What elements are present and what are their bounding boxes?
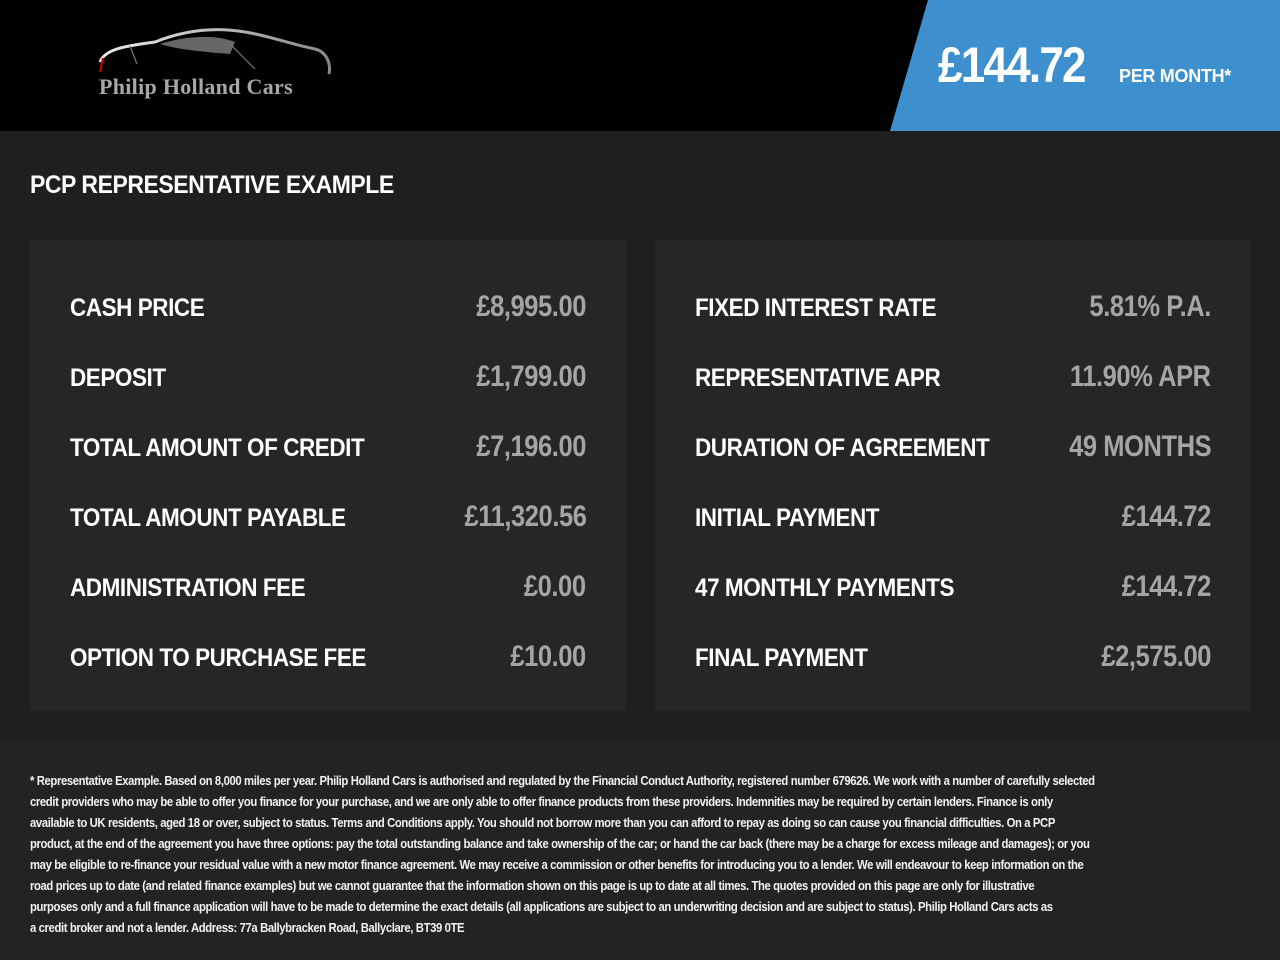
row-value: £144.72 bbox=[1121, 500, 1212, 533]
row-label: REPRESENTATIVE APR bbox=[695, 364, 941, 392]
finance-row: TOTAL AMOUNT PAYABLE £11,320.56 bbox=[70, 496, 586, 536]
row-label: INITIAL PAYMENT bbox=[695, 504, 880, 532]
right-panel: FIXED INTEREST RATE 5.81% P.A. REPRESENTAT… bbox=[655, 240, 1251, 711]
disclaimer-line: product, at the end of the agreement you… bbox=[30, 836, 1090, 851]
monthly-price-banner bbox=[890, 0, 1280, 131]
disclaimer-line: purposes only and a full finance applica… bbox=[30, 899, 1053, 914]
finance-example: PCP REPRESENTATIVE EXAMPLE CASH PRICE £8,… bbox=[0, 131, 1280, 740]
row-value: £0.00 bbox=[524, 570, 586, 603]
finance-row: 47 MONTHLY PAYMENTS £144.72 bbox=[695, 566, 1211, 606]
row-value: £1,799.00 bbox=[476, 360, 586, 393]
row-label: OPTION TO PURCHASE FEE bbox=[70, 644, 366, 672]
row-label: DURATION OF AGREEMENT bbox=[695, 434, 990, 462]
header: Philip Holland Cars £144.72 PER MONTH* bbox=[0, 0, 1280, 131]
row-label: TOTAL AMOUNT OF CREDIT bbox=[70, 434, 365, 462]
disclaimer-line: road prices up to date (and related fina… bbox=[30, 878, 1035, 893]
finance-row: TOTAL AMOUNT OF CREDIT £7,196.00 bbox=[70, 426, 586, 466]
monthly-price: £144.72 bbox=[938, 37, 1086, 93]
disclaimer-line: available to UK residents, aged 18 or ov… bbox=[30, 815, 1055, 830]
row-label: FINAL PAYMENT bbox=[695, 644, 868, 672]
finance-row: FINAL PAYMENT £2,575.00 bbox=[695, 636, 1211, 676]
row-label: FIXED INTEREST RATE bbox=[695, 294, 937, 322]
disclaimer: * Representative Example. Based on 8,000… bbox=[0, 740, 1280, 960]
row-label: TOTAL AMOUNT PAYABLE bbox=[70, 504, 346, 532]
row-label: CASH PRICE bbox=[70, 294, 205, 322]
row-value: £11,320.56 bbox=[464, 500, 586, 533]
per-month-label: PER MONTH* bbox=[1119, 66, 1232, 86]
row-label: ADMINISTRATION FEE bbox=[70, 574, 306, 602]
row-value: 49 MONTHS bbox=[1068, 430, 1212, 463]
row-value: £144.72 bbox=[1121, 570, 1212, 603]
finance-row: ADMINISTRATION FEE £0.00 bbox=[70, 566, 586, 606]
finance-row: OPTION TO PURCHASE FEE £10.00 bbox=[70, 636, 586, 676]
disclaimer-line: may be eligible to re-finance your resid… bbox=[30, 857, 1084, 872]
left-panel: CASH PRICE £8,995.00 DEPOSIT £1,799.00 TOTAL… bbox=[30, 240, 626, 711]
disclaimer-line: * Representative Example. Based on 8,000… bbox=[30, 773, 1095, 788]
row-label: 47 MONTHLY PAYMENTS bbox=[695, 574, 955, 602]
finance-row: DURATION OF AGREEMENT 49 MONTHS bbox=[695, 426, 1211, 466]
finance-row: FIXED INTEREST RATE 5.81% P.A. bbox=[695, 286, 1211, 326]
row-value: £7,196.00 bbox=[476, 430, 586, 463]
brand-name: Philip Holland Cars bbox=[99, 74, 293, 99]
row-value: 5.81% P.A. bbox=[1089, 290, 1212, 323]
row-value: 11.90% APR bbox=[1070, 360, 1211, 393]
section-title: PCP REPRESENTATIVE EXAMPLE bbox=[30, 171, 394, 199]
row-value: £2,575.00 bbox=[1101, 640, 1211, 673]
finance-row: REPRESENTATIVE APR 11.90% APR bbox=[695, 356, 1211, 396]
row-label: DEPOSIT bbox=[70, 364, 166, 392]
car-logo-icon bbox=[98, 28, 331, 75]
disclaimer-line: a credit broker and not a lender. Addres… bbox=[30, 920, 465, 935]
disclaimer-line: credit providers who may be able to offe… bbox=[30, 794, 1053, 809]
row-value: £10.00 bbox=[510, 640, 587, 673]
finance-row: DEPOSIT £1,799.00 bbox=[70, 356, 586, 396]
row-value: £8,995.00 bbox=[476, 290, 586, 323]
finance-row: CASH PRICE £8,995.00 bbox=[70, 286, 586, 326]
finance-row: INITIAL PAYMENT £144.72 bbox=[695, 496, 1211, 536]
